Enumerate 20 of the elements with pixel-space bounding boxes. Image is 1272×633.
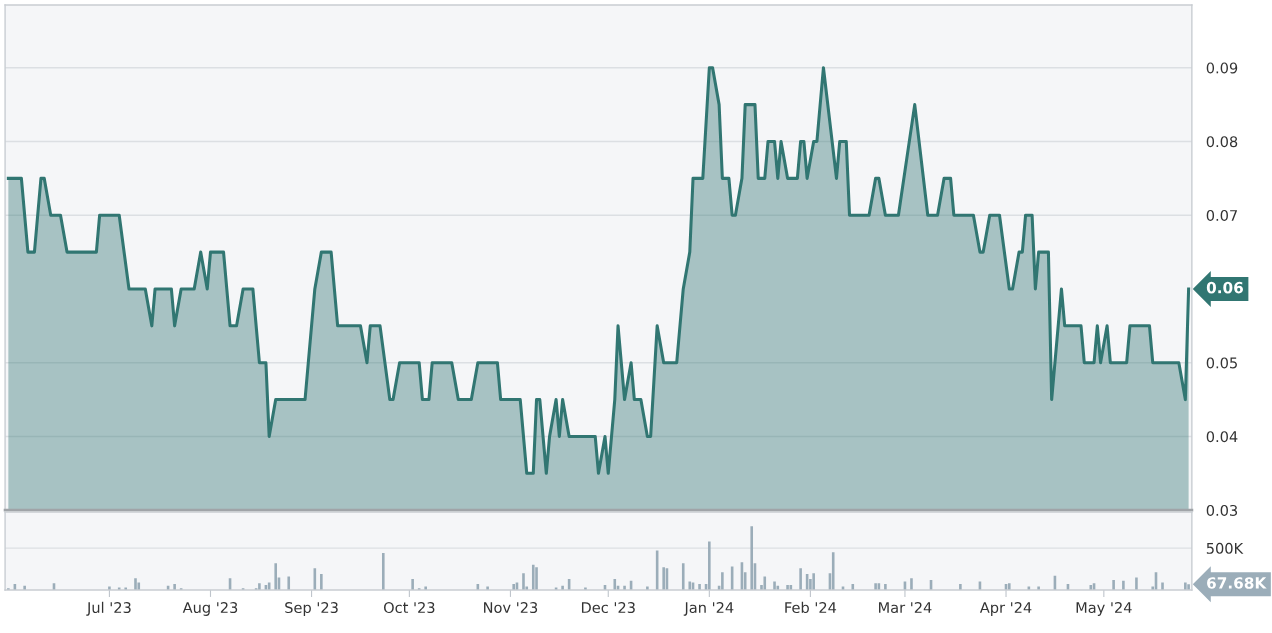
x-tick-label: Nov '23 [484,602,538,614]
annotation: 0.06 [1206,281,1243,294]
y-tick-label: 0.09 [1206,62,1238,74]
y-tick-label: 500K [1206,542,1244,554]
y-tick-label: 0.08 [1206,136,1238,148]
x-tick-label: Sep '23 [285,602,338,616]
x-tick-label: Aug '23 [182,602,238,616]
x-tick-label: Oct '23 [383,602,435,614]
y-tick-label: 0.03 [1206,504,1238,516]
x-tick-label: Apr '24 [979,602,1032,616]
x-tick-label: Jan '24 [683,602,734,616]
x-tick-label: Dec '23 [581,602,635,614]
annotation: 67.68K [1207,577,1267,589]
x-tick-label: Mar '24 [879,602,932,614]
y-tick-label: 0.04 [1206,431,1238,443]
x-tick-label: May '24 [1076,602,1132,616]
x-tick-label: Feb '24 [785,601,837,614]
y-tick-label: 0.07 [1206,209,1237,221]
y-tick-label: 0.05 [1206,357,1237,369]
x-tick-label: Jul '23 [86,601,131,616]
